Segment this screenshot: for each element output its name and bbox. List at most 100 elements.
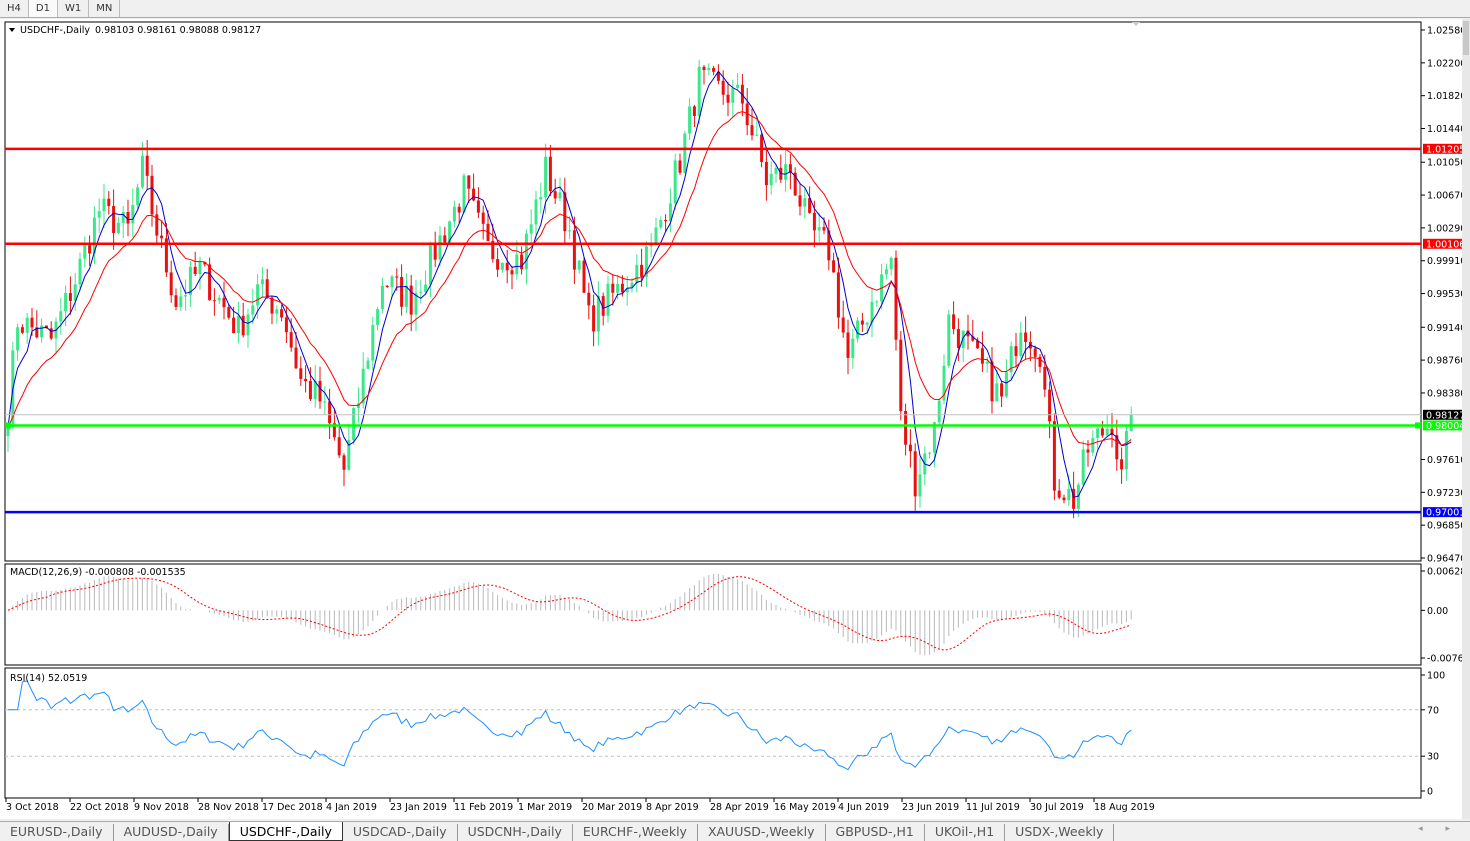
main-pane bbox=[4, 21, 1422, 562]
candle-body bbox=[630, 282, 634, 289]
candle bbox=[280, 304, 284, 322]
timeframe-w1[interactable]: W1 bbox=[58, 0, 90, 17]
candle bbox=[20, 324, 24, 335]
candle-body bbox=[112, 206, 116, 234]
candle bbox=[40, 318, 44, 343]
candle-body bbox=[908, 444, 912, 452]
chart-tab[interactable]: USDCAD-,Daily bbox=[343, 824, 458, 841]
candle-body bbox=[870, 301, 874, 323]
chart-tab[interactable]: AUDUSD-,Daily bbox=[114, 824, 229, 841]
candle-body bbox=[1124, 430, 1128, 470]
chart-tab[interactable]: USDX-,Weekly bbox=[1005, 824, 1115, 841]
vertical-scrollbar[interactable] bbox=[1462, 19, 1470, 819]
candle-body bbox=[812, 212, 816, 231]
candle-body bbox=[716, 71, 720, 81]
candle-body bbox=[1115, 435, 1119, 460]
macd-tick-label: -0.00762 bbox=[1427, 654, 1462, 665]
candle bbox=[164, 223, 168, 278]
candle bbox=[832, 252, 836, 273]
candle-body bbox=[851, 338, 855, 358]
candle bbox=[769, 161, 773, 195]
candle-body bbox=[308, 381, 312, 400]
candle-body bbox=[1110, 428, 1114, 436]
candle bbox=[438, 225, 442, 267]
tab-scroll-arrows[interactable]: ◂ ▸ bbox=[1418, 824, 1460, 834]
candle-body bbox=[937, 400, 941, 423]
candle bbox=[212, 288, 216, 316]
candle bbox=[428, 241, 432, 298]
candle bbox=[563, 177, 567, 243]
candle-body bbox=[1105, 428, 1109, 436]
candle-body bbox=[644, 246, 648, 277]
chart-shift-marker bbox=[1132, 22, 1140, 26]
candle-body bbox=[428, 242, 432, 285]
candle bbox=[995, 369, 999, 402]
candle-body bbox=[1096, 428, 1100, 438]
chart-tab[interactable]: UKOil-,H1 bbox=[925, 824, 1006, 841]
chart-tab[interactable]: USDCHF-,Daily bbox=[228, 822, 343, 841]
timeframe-d1[interactable]: D1 bbox=[28, 0, 58, 17]
candle bbox=[347, 423, 351, 471]
candle-body bbox=[822, 227, 826, 231]
candle bbox=[83, 236, 87, 268]
chart-tab[interactable]: GBPUSD-,H1 bbox=[826, 824, 925, 841]
candle-body bbox=[198, 262, 202, 274]
candle-body bbox=[462, 175, 466, 213]
candle-body bbox=[20, 327, 24, 333]
candle-body bbox=[30, 317, 34, 328]
candle bbox=[112, 189, 116, 250]
candle-body bbox=[774, 167, 778, 174]
candle-body bbox=[88, 245, 92, 254]
candle-body bbox=[1057, 490, 1061, 498]
candle-body bbox=[697, 66, 701, 117]
candle bbox=[25, 313, 29, 344]
candle-body bbox=[179, 296, 183, 307]
candle-body bbox=[59, 311, 63, 322]
candle-body bbox=[256, 284, 260, 306]
chart-tab[interactable]: XAUUSD-,Weekly bbox=[698, 824, 826, 841]
current-price-label: 0.98127 bbox=[1426, 410, 1462, 421]
candle bbox=[836, 257, 840, 329]
candle-body bbox=[313, 380, 317, 400]
candle bbox=[49, 321, 53, 341]
symbol-label: USDCHF-,Daily bbox=[20, 25, 90, 36]
candle-body bbox=[169, 272, 173, 296]
candle-body bbox=[73, 284, 77, 301]
candle bbox=[366, 357, 370, 370]
date-tick-label: 20 Mar 2019 bbox=[582, 802, 642, 813]
candle bbox=[227, 304, 231, 320]
candle bbox=[16, 323, 20, 361]
chart-tab[interactable]: EURUSD-,Daily bbox=[0, 824, 114, 841]
candle-body bbox=[798, 195, 802, 207]
price-tick-label: 1.01440 bbox=[1427, 124, 1462, 135]
candle bbox=[467, 175, 471, 204]
candle-body bbox=[899, 339, 903, 412]
price-tick-label: 1.02200 bbox=[1427, 58, 1462, 69]
timeframe-h4[interactable]: H4 bbox=[0, 0, 29, 17]
scrollbar-thumb[interactable] bbox=[1463, 21, 1469, 55]
candle bbox=[1062, 494, 1066, 504]
chart-window[interactable]: 1.01205 1.00106 0.98004 0.97001 0.98127 1.025… bbox=[0, 19, 1470, 819]
candle bbox=[664, 214, 668, 233]
candle-body bbox=[889, 257, 893, 270]
chart-canvas[interactable]: 1.01205 1.00106 0.98004 0.97001 0.98127 1.025… bbox=[0, 19, 1470, 819]
candle bbox=[174, 288, 178, 311]
candle bbox=[553, 178, 557, 204]
timeframe-mn[interactable]: MN bbox=[89, 0, 121, 17]
candle-body bbox=[448, 221, 452, 243]
candle bbox=[529, 209, 533, 246]
candle-body bbox=[702, 66, 706, 71]
candle bbox=[875, 300, 879, 308]
chart-tab[interactable]: USDCNH-,Daily bbox=[458, 824, 573, 841]
candle-body bbox=[956, 329, 960, 348]
chart-tab[interactable]: EURCHF-,Weekly bbox=[573, 824, 698, 841]
candle bbox=[846, 319, 850, 375]
candle bbox=[592, 294, 596, 347]
candle bbox=[808, 186, 812, 214]
candle bbox=[462, 173, 466, 214]
candle-body bbox=[913, 451, 917, 497]
candle bbox=[764, 147, 768, 201]
candle-body bbox=[496, 259, 500, 270]
